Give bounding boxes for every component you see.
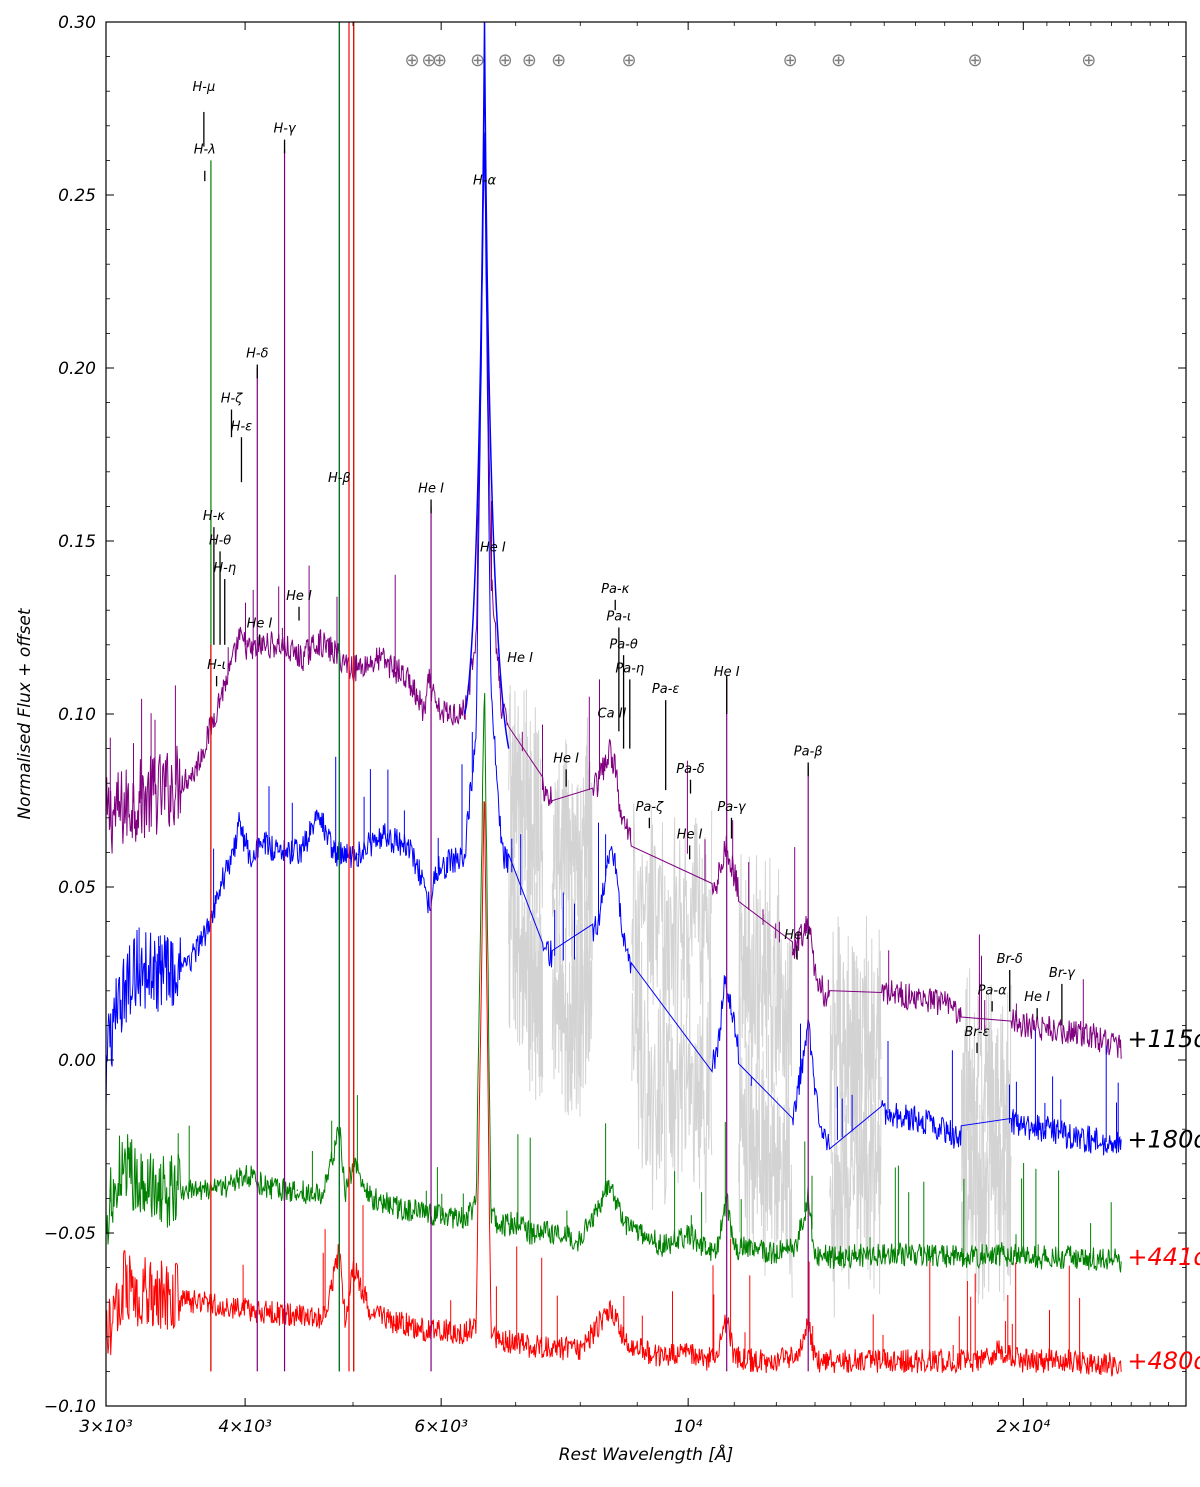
telluric-marker-2: ⊕ [432, 50, 447, 71]
annotation-label-7: H-β [328, 471, 351, 486]
telluric-marker-8: ⊕ [783, 50, 798, 71]
annotation-label-29: He I [677, 828, 703, 843]
series-line-+115d [106, 149, 1122, 1059]
telluric-marker-3: ⊕ [470, 50, 485, 71]
y-tick-label: −0.05 [44, 1224, 96, 1244]
telluric-gap-1-5 [961, 1068, 1012, 1304]
annotation-label-25: Pa-β [794, 745, 823, 760]
annotation-label-18: He I [507, 651, 533, 666]
epoch-label-+441d: +441d [1127, 1243, 1200, 1271]
annotation-label-23: Ca II [598, 706, 627, 721]
telluric-marker-1: ⊕ [421, 50, 436, 71]
annotation-label-8: He I [418, 482, 444, 497]
x-tick-label: 3×10³ [79, 1417, 133, 1437]
annotation-label-6: H-ε [231, 419, 253, 434]
annotation-label-0: H-μ [192, 80, 215, 95]
telluric-marker-0: ⊕ [405, 50, 420, 71]
axes-layer: −0.10 −0.05 0.00 0.05 0.10 0.15 0.20 0.25 0.30 3×… [15, 13, 1187, 1465]
legend-layer: +115d +180d +441d +480d [1127, 1025, 1200, 1375]
epoch-label-+480d: +480d [1127, 1347, 1200, 1375]
telluric-gap-0-0 [508, 685, 544, 947]
x-tick-label: 4×10³ [218, 1417, 272, 1437]
annotation-label-24: He I [553, 751, 579, 766]
x-tick-label: 2×10⁴ [997, 1417, 1051, 1437]
telluric-gap-0-1 [551, 717, 593, 973]
series-line-+441d [106, 692, 1122, 1273]
h-alpha-peak [464, 22, 510, 749]
annotation-label-5: H-ζ [221, 392, 243, 407]
y-tick-label: 0.20 [58, 359, 96, 379]
y-tick-label: 0.30 [58, 13, 96, 33]
y-axis-label: Normalised Flux + offset [15, 607, 35, 819]
annotation-layer: ⊕ ⊕⊕ ⊕ ⊕ ⊕ ⊕ ⊕ ⊕ ⊕ ⊕ ⊕H-μH-λH-γH-αH-δH-ζH-εH-βHe I… [192, 50, 1096, 1054]
y-tick-label: −0.10 [44, 1397, 96, 1417]
telluric-gap-0-2 [631, 803, 713, 1063]
annotation-label-20: Pa-η [615, 661, 644, 676]
x-tick-label: 10⁴ [674, 1417, 703, 1437]
telluric-gap-1-3 [738, 996, 793, 1298]
y-tick-label: 0.15 [58, 532, 96, 552]
annotation-label-33: Pa-α [978, 983, 1007, 998]
y-tick-label: 0.10 [58, 705, 96, 725]
epoch-label-+180d: +180d [1127, 1126, 1200, 1154]
annotation-label-28: Pa-γ [717, 800, 746, 815]
telluric-marker-7: ⊕ [622, 50, 637, 71]
annotation-label-2: H-γ [273, 122, 296, 137]
annotation-label-14: He I [286, 589, 312, 604]
telluric-marker-10: ⊕ [967, 50, 982, 71]
annotation-label-9: H-κ [203, 509, 225, 524]
annotation-label-11: He I [480, 540, 506, 555]
annotation-label-32: Br-γ [1049, 966, 1076, 981]
telluric-gap-1-1 [551, 872, 593, 1117]
series-line-+180d [106, 132, 1122, 1156]
telluric-marker-9: ⊕ [831, 50, 846, 71]
series-line-+480d [106, 801, 1122, 1377]
annotation-label-35: Br-ε [964, 1025, 989, 1040]
telluric-marker-5: ⊕ [522, 50, 537, 71]
telluric-marker-11: ⊕ [1081, 50, 1096, 71]
annotation-label-31: Br-δ [997, 952, 1023, 967]
annotation-label-30: He I [784, 928, 810, 943]
annotation-label-1: H-λ [194, 142, 216, 157]
annotation-label-3: H-α [473, 174, 496, 189]
telluric-layer [508, 685, 1012, 1318]
y-tick-label: 0.25 [58, 186, 96, 206]
annotation-label-10: H-θ [209, 533, 231, 548]
annotation-label-15: Pa-ι [606, 610, 631, 625]
telluric-gap-0-3 [738, 854, 793, 1113]
telluric-marker-6: ⊕ [551, 50, 566, 71]
annotation-label-13: Pa-κ [601, 582, 629, 597]
annotation-label-34: He I [1024, 990, 1050, 1005]
telluric-gap-1-2 [631, 921, 713, 1224]
annotation-label-17: Pa-θ [609, 637, 637, 652]
annotation-label-21: He I [714, 665, 740, 680]
annotation-label-26: Pa-δ [676, 762, 704, 777]
telluric-marker-4: ⊕ [498, 50, 513, 71]
annotation-label-27: Pa-ζ [636, 800, 664, 815]
series-layer [106, 22, 1122, 1377]
annotation-label-12: H-η [213, 561, 236, 576]
x-axis-label: Rest Wavelength [Å] [559, 1443, 734, 1465]
annotation-label-4: H-δ [246, 347, 268, 362]
telluric-gap-1-0 [508, 790, 544, 1101]
y-tick-label: 0.00 [58, 1051, 96, 1071]
annotation-label-16: He I [247, 617, 273, 632]
y-tick-label: 0.05 [58, 878, 96, 898]
epoch-label-+115d: +115d [1127, 1025, 1200, 1053]
annotation-label-19: H-ι [207, 658, 226, 673]
annotation-label-22: Pa-ε [652, 682, 680, 697]
x-tick-label: 6×10³ [414, 1417, 468, 1437]
